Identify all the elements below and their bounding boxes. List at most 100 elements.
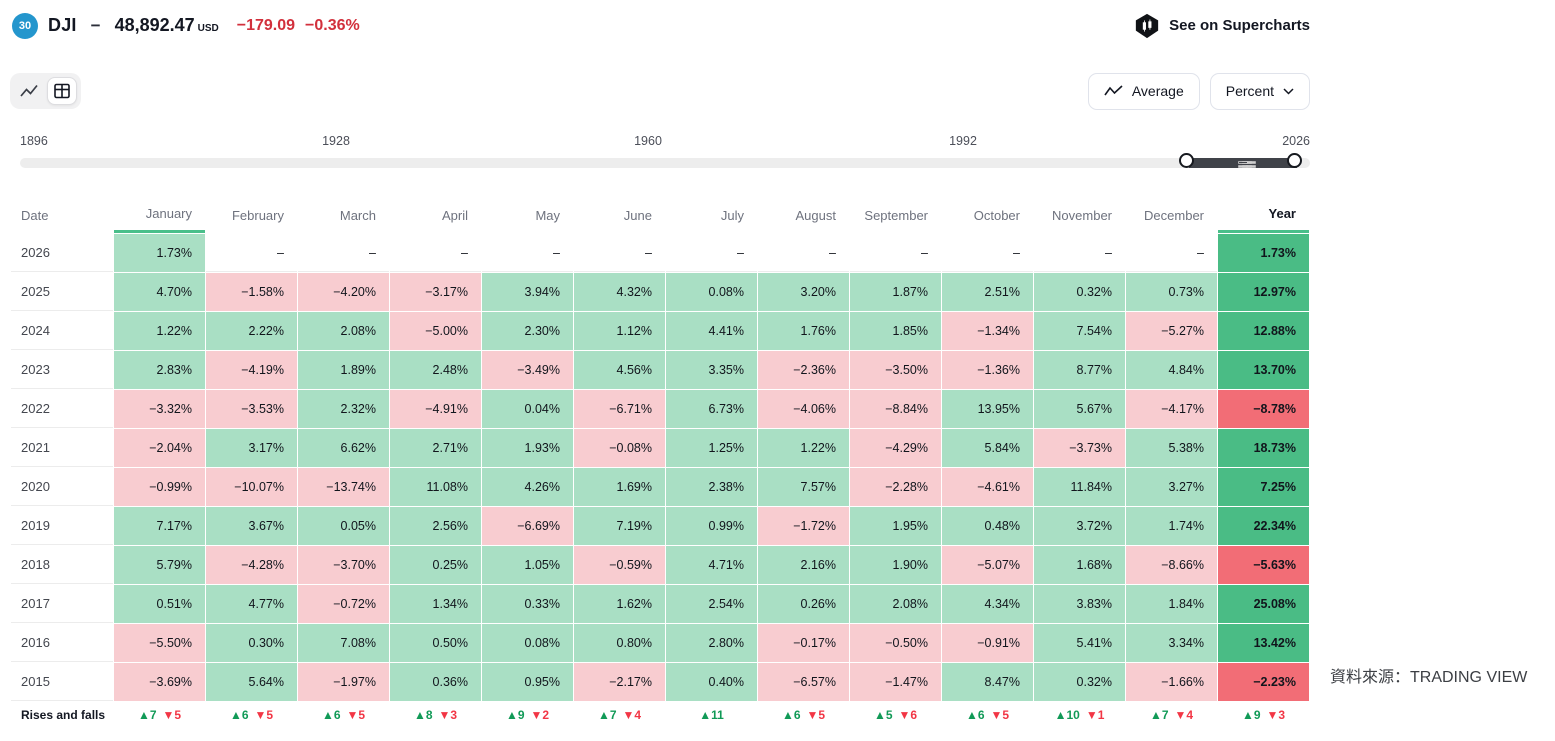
- cell-2021-may: 1.93%: [482, 429, 573, 467]
- cell-2023-march: 1.89%: [298, 351, 389, 389]
- percent-dropdown[interactable]: Percent: [1209, 72, 1310, 110]
- column-header-october: October: [973, 207, 1020, 223]
- cell-2018-january: 5.79%: [114, 546, 205, 584]
- cell-2021-october: 5.84%: [942, 429, 1033, 467]
- cell-2015-december: −1.66%: [1126, 663, 1217, 701]
- fall-count: ▼4: [1174, 708, 1194, 722]
- cell-2017-march: −0.72%: [298, 585, 389, 623]
- date-cell-2018: 2018: [11, 546, 113, 584]
- slider-selected-range[interactable]: [1189, 158, 1297, 168]
- tradingview-logo-icon: [1134, 13, 1160, 39]
- cell-2022-year: −8.78%: [1218, 390, 1309, 428]
- cell-2020-january: −0.99%: [114, 468, 205, 506]
- symbol-name[interactable]: DJI: [48, 15, 77, 35]
- cell-2016-march: 7.08%: [298, 624, 389, 662]
- rise-count: ▲9: [1241, 708, 1261, 722]
- fall-count: ▼5: [162, 708, 182, 722]
- source-caption: 資料來源：TRADING VIEW: [1330, 669, 1528, 686]
- cell-2015-june: −2.17%: [574, 663, 665, 701]
- rises-falls-march: ▲6 ▼5: [298, 702, 389, 740]
- cell-2018-march: −3.70%: [298, 546, 389, 584]
- cell-2019-december: 1.74%: [1126, 507, 1217, 545]
- cell-2016-july: 2.80%: [666, 624, 757, 662]
- cell-2018-may: 1.05%: [482, 546, 573, 584]
- cell-2022-august: −4.06%: [758, 390, 849, 428]
- symbol-header: 30 DJI − 48,892.47 USD −179.09 −0.36% Se…: [0, 0, 1330, 46]
- column-header-july: July: [720, 207, 744, 223]
- rise-count: ▲6: [321, 708, 341, 722]
- date-cell-2015: 2015: [11, 663, 113, 701]
- cell-2019-april: 2.56%: [390, 507, 481, 545]
- cell-2017-november: 3.83%: [1034, 585, 1125, 623]
- cell-2024-august: 1.76%: [758, 312, 849, 350]
- chart-view-button[interactable]: [14, 77, 44, 105]
- see-on-supercharts-link[interactable]: See on Supercharts: [1134, 13, 1310, 39]
- fall-count: ▼3: [438, 708, 458, 722]
- table-row-2017: 2017 0.51% 4.77% −0.72% 1.34% 0.33% 1.62% 2.54%…: [11, 585, 1309, 623]
- date-cell-2020: 2020: [11, 468, 113, 506]
- rises-falls-december: ▲7 ▼4: [1126, 702, 1217, 740]
- rises-falls-january: ▲7 ▼5: [114, 702, 205, 740]
- column-header-year: Year: [1218, 197, 1309, 233]
- slider-handle-end[interactable]: [1287, 153, 1302, 168]
- table-row-2023: 2023 2.83% −4.19% 1.89% 2.48% −3.49% 4.56% 3.35…: [11, 351, 1309, 389]
- fall-count: ▼4: [622, 708, 642, 722]
- rises-falls-october: ▲6 ▼5: [942, 702, 1033, 740]
- change-percent: −0.36%: [305, 16, 360, 34]
- cell-2023-december: 4.84%: [1126, 351, 1217, 389]
- cell-2018-july: 4.71%: [666, 546, 757, 584]
- cell-2021-year: 18.73%: [1218, 429, 1309, 467]
- rise-count: ▲6: [965, 708, 985, 722]
- cell-2026-may: –: [482, 234, 573, 272]
- timeline-label-1960: 1960: [634, 134, 662, 148]
- fall-count: ▼5: [346, 708, 366, 722]
- seasonals-widget: 30 DJI − 48,892.47 USD −179.09 −0.36% Se…: [0, 0, 1330, 741]
- rise-count: ▲7: [597, 708, 617, 722]
- table-row-2020: 2020 −0.99% −10.07% −13.74% 11.08% 4.26% 1.69%…: [11, 468, 1309, 506]
- column-header-date: Date: [21, 207, 49, 223]
- table-icon: [53, 82, 71, 100]
- rise-count: ▲8: [413, 708, 433, 722]
- fall-count: ▼3: [1266, 708, 1286, 722]
- line-chart-icon: [20, 83, 38, 99]
- table-row-2025: 2025 4.70% −1.58% −4.20% −3.17% 3.94% 4.32% 0.0…: [11, 273, 1309, 311]
- slider-grip-dots-icon: [1239, 162, 1247, 164]
- table-view-button[interactable]: [47, 77, 77, 105]
- cell-2020-may: 4.26%: [482, 468, 573, 506]
- cell-2018-september: 1.90%: [850, 546, 941, 584]
- cell-2020-june: 1.69%: [574, 468, 665, 506]
- table-row-2022: 2022 −3.32% −3.53% 2.32% −4.91% 0.04% −6.71% 6.…: [11, 390, 1309, 428]
- cell-2023-august: −2.36%: [758, 351, 849, 389]
- cell-2023-september: −3.50%: [850, 351, 941, 389]
- cell-2017-january: 0.51%: [114, 585, 205, 623]
- cell-2025-june: 4.32%: [574, 273, 665, 311]
- cell-2020-october: −4.61%: [942, 468, 1033, 506]
- timeline-label-1896: 1896: [20, 134, 48, 148]
- symbol-logo-dji-30: 30: [12, 12, 38, 39]
- column-header-september: September: [864, 207, 928, 223]
- rise-count: ▲6: [229, 708, 249, 722]
- cell-2019-august: −1.72%: [758, 507, 849, 545]
- cell-2019-june: 7.19%: [574, 507, 665, 545]
- cell-2015-october: 8.47%: [942, 663, 1033, 701]
- table-row-2026: 2026 1.73% – – – – – – – – – – –1.73%: [11, 234, 1309, 272]
- cell-2025-may: 3.94%: [482, 273, 573, 311]
- cell-2019-february: 3.67%: [206, 507, 297, 545]
- cell-2017-year: 25.08%: [1218, 585, 1309, 623]
- slider-handle-start[interactable]: [1179, 153, 1194, 168]
- cell-2017-august: 0.26%: [758, 585, 849, 623]
- average-button[interactable]: Average: [1087, 72, 1200, 110]
- timeline-label-2026: 2026: [1282, 134, 1310, 148]
- average-line-icon: [1104, 84, 1123, 98]
- market-status-icon: −: [90, 15, 101, 35]
- cell-2022-november: 5.67%: [1034, 390, 1125, 428]
- chevron-down-icon: [1283, 87, 1294, 95]
- rises-falls-february: ▲6 ▼5: [206, 702, 297, 740]
- column-header-june: June: [623, 207, 652, 223]
- cell-2016-may: 0.08%: [482, 624, 573, 662]
- cell-2020-march: −13.74%: [298, 468, 389, 506]
- seasonals-table: Date January February March April May June July…: [10, 196, 1310, 741]
- cell-2024-december: −5.27%: [1126, 312, 1217, 350]
- cell-2019-july: 0.99%: [666, 507, 757, 545]
- slider-track[interactable]: [20, 158, 1310, 168]
